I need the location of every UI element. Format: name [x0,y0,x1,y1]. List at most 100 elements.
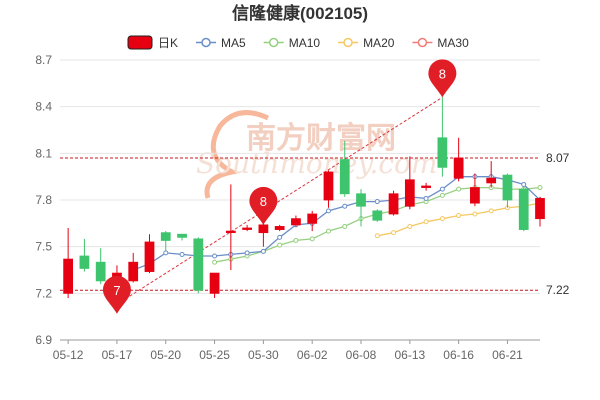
ma5-point [277,234,283,240]
candle-body [437,137,448,168]
svg-text:Southmoney.com: Southmoney.com [196,147,437,180]
x-tick-label: 05-12 [53,348,84,362]
candle [242,224,252,232]
candle [79,238,90,272]
ma5-point [163,250,169,256]
ma20-point [391,230,397,236]
candle-body [193,238,204,291]
ma5-point [423,195,429,201]
candle [63,228,74,298]
ma10-point [212,259,218,265]
candle [128,252,139,283]
y-tick-label: 8.4 [35,100,52,114]
candle [470,173,480,207]
legend-label: MA10 [289,36,321,50]
candle [209,272,220,298]
candle [323,170,334,208]
price-pin: 8 [428,59,457,98]
legend-item[interactable]: MA30 [412,36,469,50]
trend-line [116,96,443,305]
pin-shape [428,59,457,98]
candle [144,234,155,274]
candle [225,184,236,270]
x-tick-label: 05-30 [248,348,279,362]
y-tick-label: 8.7 [35,53,52,67]
grid [60,59,540,341]
ma5-point [325,208,331,214]
ma20-point [488,208,494,214]
ma5-point [244,250,250,256]
ma10-point [325,228,331,234]
legend-label: MA5 [221,36,246,50]
price-pin: 7 [102,275,131,314]
candle-body [144,241,155,272]
candle-body [453,157,464,179]
ma5-point [521,181,527,187]
candle [404,156,415,210]
price-markers: 7 8 8 [102,59,457,314]
legend-item[interactable]: MA20 [338,36,395,50]
y-tick-label: 7.5 [35,240,52,254]
candle [307,210,318,232]
candle-body [323,171,334,201]
ma5-point [374,199,380,205]
ma5-point [179,251,185,257]
legend[interactable]: 日K MA5 MA10 MA20 MA30 [127,35,469,50]
legend-item[interactable]: MA10 [263,36,321,50]
candle [291,215,301,227]
line-legend-marker [268,37,279,48]
legend-item[interactable]: 日K [127,35,178,50]
candle-body [274,226,285,230]
candle-body [242,227,252,230]
legend-item[interactable]: MA5 [196,36,246,50]
candle [177,233,187,241]
candle-body [470,187,480,204]
candle [372,209,383,222]
candle-body [95,261,106,282]
candle [274,224,285,232]
ma5-point [439,186,445,192]
candle [258,221,269,247]
candle-body [486,177,497,184]
pin-label: 8 [439,66,446,81]
ma10-point [456,186,462,192]
trend-line-segment [116,96,443,305]
line-legend-marker [417,37,428,48]
ma5-point [342,203,348,209]
candle [193,237,204,294]
candle-body [209,272,220,294]
candle-body [388,193,399,215]
ma10-point [277,242,283,248]
candle [160,231,171,252]
ma20-point [456,213,462,219]
x-tick-label: 06-02 [297,348,328,362]
x-tick-label: 05-17 [102,348,133,362]
candle-body [258,224,269,234]
y-tick-label: 7.2 [35,286,52,300]
candle-body [291,218,301,226]
ma20-point [472,211,478,217]
reference-line-label: 7.22 [546,283,570,297]
candle [437,97,448,177]
legend-label: 日K [158,36,178,50]
pin-label: 8 [260,194,267,209]
pin-label: 7 [113,283,120,298]
x-tick-label: 06-21 [492,348,523,362]
candle-body [225,230,236,234]
watermark: 南方财富网 Southmoney.com [196,110,437,199]
candle-legend-icon [127,35,153,50]
x-tick-label: 06-08 [346,348,377,362]
candle [339,140,350,197]
y-tick-label: 6.9 [35,333,52,347]
candle-body [307,213,318,224]
candle-body [177,233,187,238]
ma20-point [423,219,429,225]
ma10-point [537,185,543,191]
candle [486,161,497,188]
y-tick-label: 7.8 [35,193,52,207]
x-tick-label: 05-25 [199,348,230,362]
candle-body [535,198,545,220]
line-legend-marker [201,37,211,48]
ma10-point [439,192,445,198]
x-tick-label: 05-20 [150,348,181,362]
